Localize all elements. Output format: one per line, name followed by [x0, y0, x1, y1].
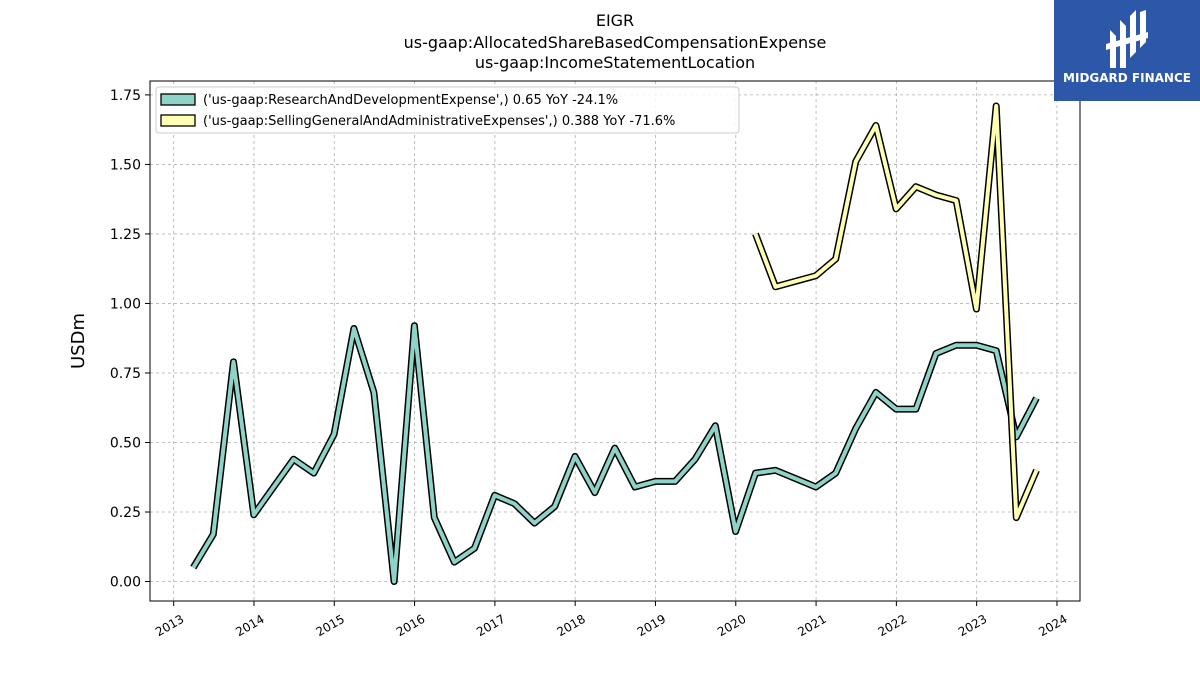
x-tick-label: 2017	[474, 612, 507, 639]
y-tick-label: 1.75	[110, 88, 141, 104]
legend-swatch-series-2	[160, 114, 196, 127]
legend-swatch-series-1	[160, 93, 196, 106]
series-2-line	[753, 104, 1039, 520]
x-tick-label: 2021	[795, 612, 828, 639]
series-2	[752, 102, 1040, 522]
x-axis: 2013 2014 2015 2016 2017 2018 2019 2020 2021 2022…	[153, 601, 1070, 639]
y-axis: 0.00 0.25 0.50 0.75 1.00 1.25 1.50 1.75	[110, 88, 150, 591]
y-tick-label: 1.00	[110, 296, 141, 312]
x-tick-label: 2020	[715, 612, 748, 639]
x-tick-label: 2018	[554, 612, 587, 639]
series-1-outline	[190, 322, 1040, 585]
x-tick-label: 2023	[956, 612, 989, 639]
y-tick-label: 0.50	[110, 435, 141, 451]
plot-area-frame	[149, 80, 1081, 602]
x-tick-label: 2013	[153, 612, 186, 639]
series-layer	[190, 102, 1040, 585]
y-tick-label: 0.75	[110, 366, 141, 382]
y-tick-label: 1.25	[110, 227, 141, 243]
x-tick-label: 2022	[876, 612, 909, 639]
series-1	[190, 322, 1040, 585]
y-tick-label: 0.00	[110, 575, 141, 591]
x-tick-label: 2016	[394, 612, 427, 639]
y-axis-label: USDm	[68, 313, 89, 369]
legend-frame	[155, 86, 740, 134]
chart-title: EIGR us-gaap:AllocatedShareBasedCompensa…	[404, 11, 827, 72]
x-tick-label: 2019	[635, 612, 668, 639]
brand-name: MIDGARD FINANCE	[1063, 71, 1191, 85]
x-tick-label: 2024	[1036, 612, 1069, 639]
brand-logo: MIDGARD FINANCE	[1054, 0, 1200, 101]
title-line-3: us-gaap:IncomeStatementLocation	[475, 53, 755, 72]
title-line-1: EIGR	[596, 11, 634, 30]
grid	[150, 81, 1080, 601]
x-tick-label: 2015	[314, 612, 347, 639]
y-tick-label: 1.50	[110, 157, 141, 173]
legend-label-series-2: ('us-gaap:SellingGeneralAndAdministrativ…	[203, 114, 675, 129]
x-tick-label: 2014	[233, 612, 266, 639]
y-tick-label: 0.25	[110, 505, 141, 521]
series-1-line	[191, 323, 1039, 584]
brand-mark-icon	[1106, 10, 1148, 68]
legend-label-series-1: ('us-gaap:ResearchAndDevelopmentExpense'…	[203, 93, 618, 108]
title-line-2: us-gaap:AllocatedShareBasedCompensationE…	[404, 33, 827, 52]
legend: ('us-gaap:ResearchAndDevelopmentExpense'…	[155, 86, 740, 134]
